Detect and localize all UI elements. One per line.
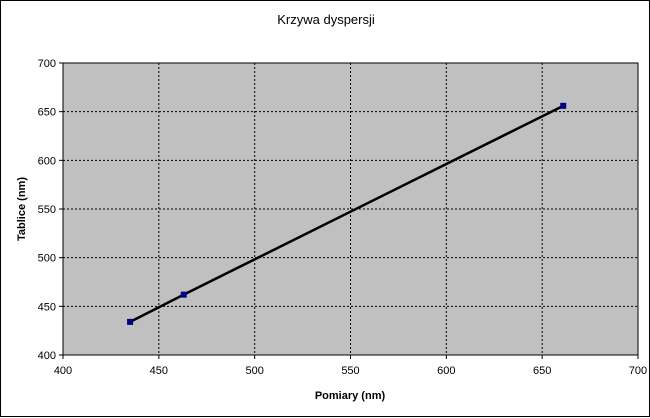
- data-point: [180, 291, 187, 298]
- x-tick-label: 450: [150, 365, 168, 377]
- data-point: [127, 318, 134, 325]
- series-layer: [127, 102, 567, 325]
- tick-labels: 400 450 500 550 600 650 700 400 450 500 550 600 650 7…: [38, 58, 648, 377]
- y-tick-label: 400: [38, 350, 56, 362]
- x-axis-label: Pomiary (nm): [315, 390, 386, 402]
- y-tick-label: 700: [38, 58, 56, 70]
- y-axis-label: Tablice (nm): [16, 177, 28, 241]
- x-tick-label: 650: [533, 365, 551, 377]
- x-tick-label: 400: [54, 365, 72, 377]
- y-tick-label: 450: [38, 301, 56, 313]
- x-tick-label: 600: [437, 365, 455, 377]
- y-tick-label: 650: [38, 107, 56, 119]
- y-tick-label: 600: [38, 155, 56, 167]
- x-tick-label: 500: [245, 365, 263, 377]
- y-tick-label: 550: [38, 204, 56, 216]
- chart-title: Krzywa dyspersji: [277, 12, 375, 27]
- x-tick-label: 550: [341, 365, 359, 377]
- y-tick-label: 500: [38, 253, 56, 265]
- data-point: [560, 102, 567, 109]
- grid-layer: [63, 63, 638, 355]
- x-tick-label: 700: [629, 365, 647, 377]
